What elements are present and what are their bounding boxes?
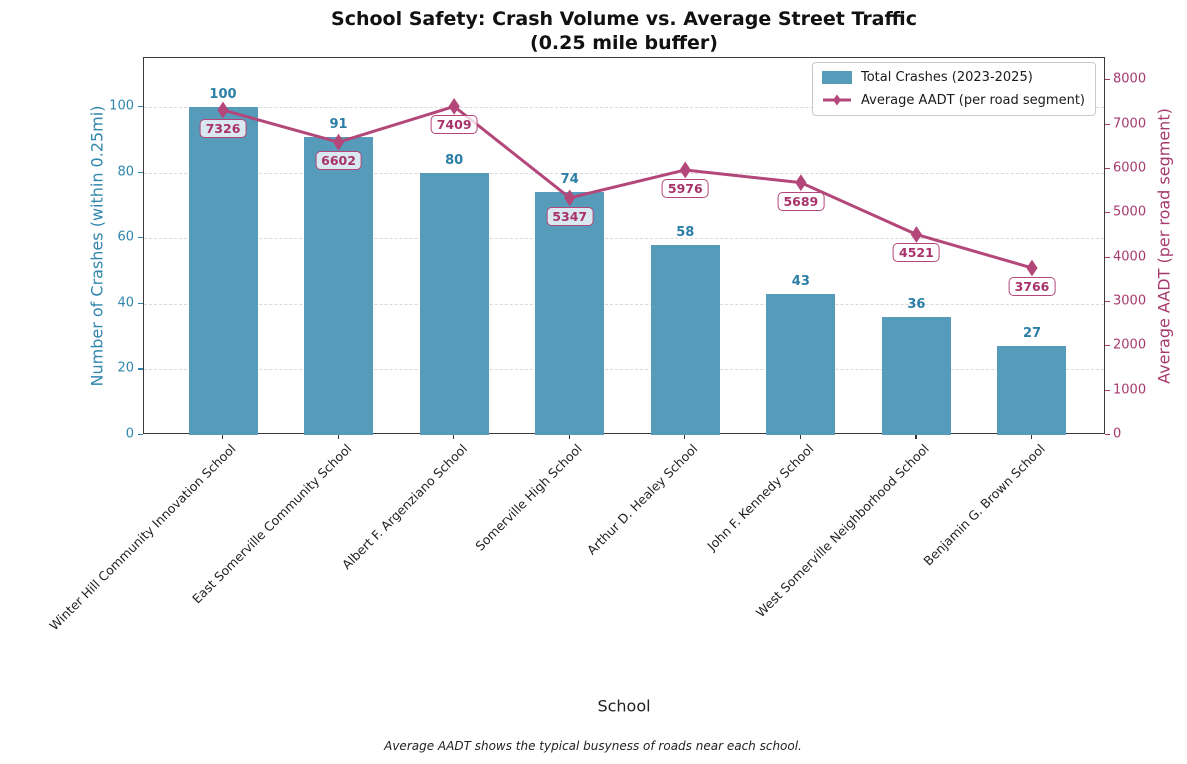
y-tick-label-left: 60: [117, 229, 134, 245]
y-tick-label-left: 0: [125, 426, 134, 442]
aadt-value-label: 3766: [1008, 276, 1056, 296]
aadt-value-label: 7409: [430, 115, 478, 135]
y-tick-right: [1105, 167, 1110, 170]
y-tick-left: [138, 171, 143, 173]
bar-value-label: 74: [560, 172, 579, 188]
y-tick-label-left: 100: [109, 98, 134, 114]
x-tick-label: John F. Kennedy School: [704, 441, 817, 554]
legend-item-crashes: Total Crashes (2023-2025): [822, 70, 1085, 85]
aadt-value-label: 4521: [893, 243, 940, 263]
aadt-marker-diamond: [795, 174, 807, 192]
y-axis-label-right: Average AADT (per road segment): [1154, 108, 1174, 384]
y-tick-label-left: 80: [117, 164, 134, 180]
x-tick-label: Benjamin G. Brown School: [920, 441, 1048, 569]
chart-title-line2: (0.25 mile buffer): [530, 32, 718, 54]
bar: [997, 346, 1067, 435]
chart-footnote: Average AADT shows the typical busyness …: [384, 739, 802, 753]
bar-value-label: 58: [676, 224, 695, 240]
y-tick-label-right: 3000: [1113, 293, 1147, 309]
y-tick-label-right: 5000: [1113, 204, 1147, 220]
legend-item-aadt: Average AADT (per road segment): [822, 92, 1085, 108]
bar-value-label: 36: [907, 296, 926, 312]
grid-line: [144, 172, 1104, 174]
x-tick: [222, 434, 224, 439]
bar: [419, 172, 489, 435]
chart-title: School Safety: Crash Volume vs. Average …: [143, 7, 1105, 55]
legend: Total Crashes (2023-2025) Average AADT (…: [812, 62, 1097, 116]
y-tick-right: [1105, 212, 1110, 214]
y-tick-label-right: 0: [1113, 426, 1122, 442]
x-tick-label: Winter Hill Community Innovation School: [46, 441, 239, 634]
aadt-value-label: 5347: [546, 206, 594, 226]
y-tick-label-left: 40: [117, 295, 134, 311]
y-tick-left: [138, 237, 143, 239]
x-tick: [1030, 434, 1033, 439]
x-tick: [337, 434, 339, 439]
y-tick-right: [1105, 345, 1110, 347]
x-tick-label: Somerville High School: [472, 441, 586, 554]
y-tick-label-right: 7000: [1113, 116, 1147, 132]
bar-value-label: 27: [1022, 326, 1042, 342]
aadt-value-label: 5976: [661, 178, 709, 198]
x-tick: [915, 434, 917, 439]
y-tick-left: [138, 368, 143, 370]
legend-label-aadt: Average AADT (per road segment): [861, 92, 1086, 108]
x-tick: [799, 434, 802, 439]
legend-bar-swatch: [822, 71, 852, 84]
bar: [650, 244, 720, 435]
y-tick-right: [1105, 79, 1110, 81]
aadt-value-label: 6602: [315, 151, 362, 171]
y-tick-left: [138, 434, 143, 436]
aadt-marker-diamond: [910, 226, 923, 243]
y-tick-right: [1105, 434, 1110, 436]
y-tick-right: [1105, 300, 1110, 303]
y-axis-label-left: Number of Crashes (within 0.25mi): [87, 105, 107, 387]
y-tick-label-right: 6000: [1113, 160, 1147, 176]
chart-title-line1: School Safety: Crash Volume vs. Average …: [331, 8, 917, 30]
y-tick-right: [1105, 256, 1110, 258]
bar-value-label: 43: [791, 274, 810, 290]
aadt-value-label: 5689: [777, 191, 825, 211]
grid-line: [144, 238, 1104, 240]
y-tick-label-right: 4000: [1113, 249, 1147, 265]
y-tick-right: [1105, 123, 1110, 125]
x-tick-label: Albert F. Argenziano School: [338, 441, 470, 573]
bar-value-label: 80: [445, 152, 464, 168]
x-axis-label: School: [597, 696, 651, 716]
bar: [304, 136, 374, 435]
y-tick-label-right: 8000: [1113, 71, 1147, 87]
bar: [766, 294, 836, 435]
bar: [881, 316, 951, 435]
aadt-value-label: 7326: [199, 119, 247, 139]
y-tick-right: [1105, 389, 1110, 391]
bar: [535, 192, 605, 435]
y-tick-label-right: 1000: [1113, 382, 1147, 398]
grid-line: [144, 369, 1104, 371]
legend-line-diamond-icon: [822, 92, 852, 108]
plot-area: 100 91 80 74 58 43 36 27 7326 6602 7409 5347 5976 568…: [143, 57, 1105, 435]
y-tick-left: [138, 106, 143, 108]
aadt-marker-diamond: [1026, 259, 1038, 277]
y-tick-label-left: 20: [117, 360, 134, 376]
bar-value-label: 100: [209, 87, 237, 103]
grid-line: [144, 303, 1104, 305]
y-tick-left: [138, 302, 143, 305]
x-tick: [684, 434, 686, 439]
y-tick-label-right: 2000: [1113, 337, 1147, 353]
bar-value-label: 91: [329, 116, 348, 132]
bar: [188, 107, 258, 435]
x-tick: [568, 434, 570, 439]
x-tick-label: Arthur D. Healey School: [584, 441, 701, 558]
x-tick: [453, 434, 455, 439]
legend-label-crashes: Total Crashes (2023-2025): [861, 70, 1033, 85]
aadt-marker-diamond: [679, 161, 691, 179]
